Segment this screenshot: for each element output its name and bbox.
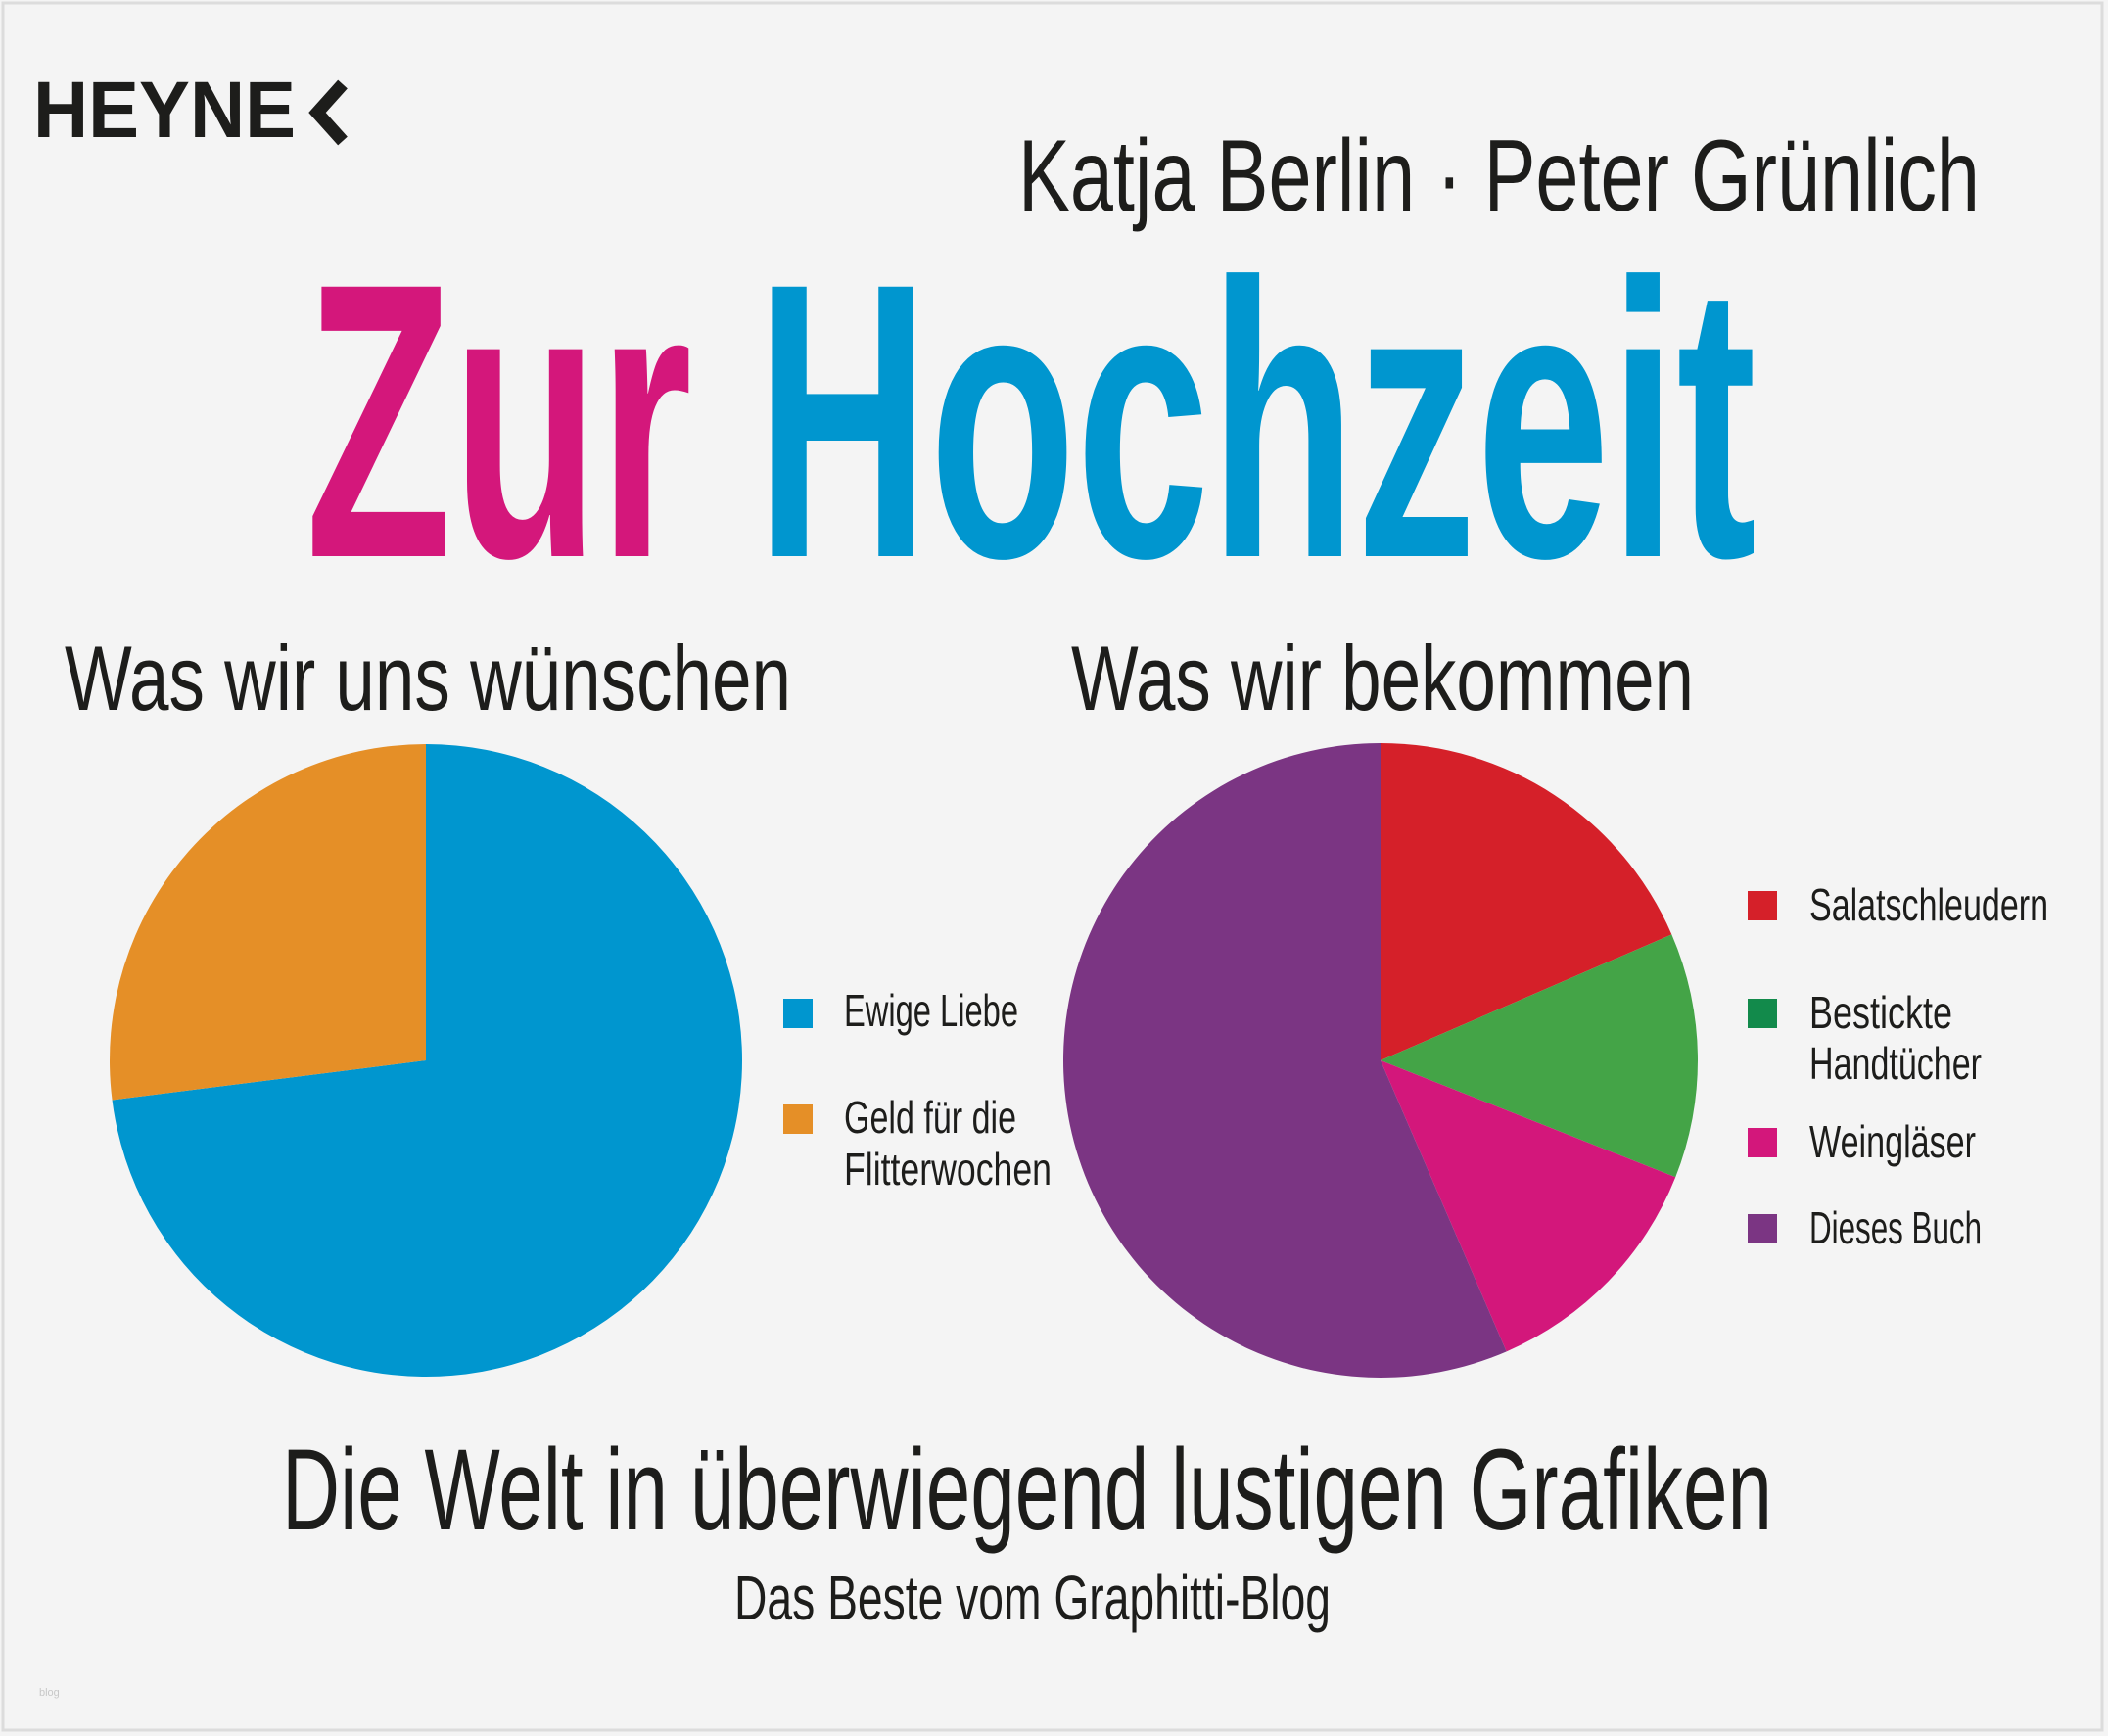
legend-label-dieses-buch: Dieses Buch	[1809, 1202, 1982, 1253]
pie-chart-wishes	[109, 744, 742, 1377]
pie-slice-dieses-buch	[1062, 743, 1507, 1379]
authors: Katja Berlin · Peter Grünlich	[1018, 119, 1980, 233]
pie-chart-received	[1062, 743, 1698, 1379]
chart2-title: Was wir bekommen	[1071, 627, 1694, 729]
legend-label-ewige-liebe: Ewige Liebe	[844, 985, 1018, 1036]
legend-label-geld-line1: Geld für die	[844, 1092, 1016, 1143]
legend-swatch-geld	[783, 1104, 813, 1134]
legend-label-salatschleudern: Salatschleudern	[1809, 879, 2048, 930]
legend-label-weinglaeser: Weingläser	[1809, 1116, 1976, 1167]
pie-slice-weingl-ser	[1381, 1060, 1676, 1352]
legend-swatch-salatschleudern	[1748, 891, 1777, 920]
pie-slice-geld-f-r-die-flitterwochen	[109, 744, 426, 1101]
legend-swatch-weinglaeser	[1748, 1128, 1777, 1157]
pie-slice-salatschleudern	[1381, 743, 1672, 1060]
title-part2: Hochzeit	[756, 202, 1757, 639]
legend-swatch-handtuecher	[1748, 999, 1777, 1028]
legend-wishes: Ewige Liebe Geld für die Flitterwochen	[783, 985, 1052, 1195]
watermark: blog	[39, 1687, 60, 1699]
legend-label-geld-line2: Flitterwochen	[844, 1144, 1052, 1195]
book-tagline: Das Beste vom Graphitti-Blog	[734, 1563, 1331, 1633]
legend-swatch-dieses-buch	[1748, 1214, 1777, 1243]
book-subtitle: Die Welt in überwiegend lustigen Grafike…	[282, 1426, 1772, 1555]
chart1-title: Was wir uns wünschen	[65, 627, 791, 729]
legend-swatch-ewige-liebe	[783, 999, 813, 1028]
pie-slice-bestickte-handt-cher	[1381, 934, 1698, 1178]
legend-label-handtuecher-line1: Bestickte	[1809, 987, 1952, 1038]
legend-label-handtuecher-line2: Handtücher	[1809, 1038, 1982, 1089]
publisher-chevron-icon	[308, 79, 348, 146]
legend-received: Salatschleudern Bestickte Handtücher Wei…	[1748, 879, 2048, 1253]
title-part1: Zur	[305, 202, 692, 639]
publisher-logo: HEYNE	[33, 66, 296, 155]
pie-slice-ewige-liebe	[112, 744, 742, 1377]
